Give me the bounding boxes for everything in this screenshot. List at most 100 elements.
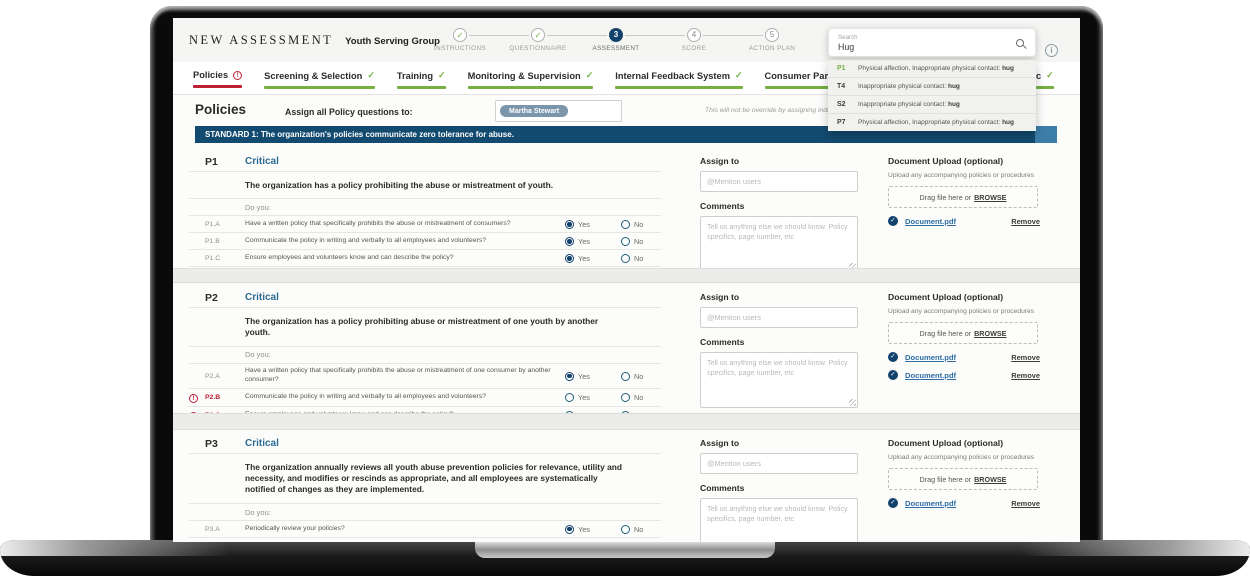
file-check-icon: ✓	[888, 498, 898, 508]
result-term: hug	[947, 83, 960, 90]
file-check-icon: ✓	[888, 352, 898, 362]
yes-label: Yes	[578, 236, 590, 246]
tab-screening-selection[interactable]: Screening & Selection ✓	[264, 70, 375, 89]
remove-link[interactable]: Remove	[1011, 352, 1040, 362]
dropzone[interactable]: Drag file here or BROWSE	[888, 322, 1038, 344]
sub-question-code: P2.A	[205, 372, 220, 380]
assign-all-label: Assign all Policy questions to:	[285, 107, 413, 117]
upload-title: Document Upload (optional)	[888, 156, 1004, 166]
radio-yes[interactable]	[565, 219, 574, 229]
no-label: No	[634, 253, 644, 263]
search-result-item[interactable]: P7 Physical affection, Inappropriate phy…	[828, 113, 1036, 131]
comments-label: Comments	[700, 337, 745, 347]
search-result-item[interactable]: P1 Physical affection, Inappropriate phy…	[828, 60, 1036, 77]
step-score[interactable]: 4 SCORE	[625, 28, 733, 52]
search-icon[interactable]	[1016, 38, 1024, 47]
do-you-label: Do you:	[245, 350, 271, 360]
check-circle-icon: ✓	[531, 28, 545, 42]
document-link[interactable]: Document.pdf	[905, 370, 957, 380]
do-you-label: Do you:	[245, 507, 271, 517]
document-link[interactable]: Document.pdf	[905, 352, 957, 362]
browse-link[interactable]: BROWSE	[974, 192, 1007, 202]
assign-to-label: Assign to	[700, 292, 740, 302]
no-label: No	[634, 371, 644, 381]
mention-input[interactable]	[700, 171, 858, 192]
uploaded-file-row: ✓ Document.pdf Remove	[888, 498, 1040, 508]
yes-label: Yes	[578, 253, 590, 263]
question-left-pane: P3 Critical The organization annually re…	[189, 434, 661, 539]
comments-textarea[interactable]	[700, 216, 858, 272]
tab-underline	[264, 86, 375, 89]
severity-label: Critical	[245, 438, 279, 449]
remove-link[interactable]: Remove	[1011, 216, 1040, 226]
comments-label: Comments	[700, 201, 745, 211]
tab-label: c	[1036, 70, 1042, 81]
comments-textarea[interactable]	[700, 352, 858, 408]
tab-policies[interactable]: Policies !	[193, 70, 243, 88]
radio-no[interactable]	[621, 371, 630, 381]
radio-yes[interactable]	[565, 371, 574, 381]
mention-input[interactable]	[700, 453, 858, 474]
sub-question-row: P1.C Ensure employees and volunteers kno…	[189, 250, 661, 268]
step-instructions[interactable]: ✓ INSTRUCTIONS	[421, 28, 499, 52]
dropzone[interactable]: Drag file here or BROWSE	[888, 468, 1038, 490]
question-statement: The organization has a policy prohibitin…	[245, 179, 554, 190]
file-check-icon: ✓	[888, 370, 898, 380]
search-input[interactable]: Hug	[838, 41, 855, 52]
mention-input[interactable]	[700, 307, 858, 328]
sub-question-code: P3.A	[205, 525, 220, 533]
radio-no[interactable]	[621, 219, 630, 229]
drag-text: Drag file here or	[919, 328, 972, 338]
sub-question-text: Communicate the policy in writing and ve…	[245, 236, 487, 244]
tab-monitoring-supervision[interactable]: Monitoring & Supervision ✓	[467, 70, 594, 89]
yes-label: Yes	[578, 393, 590, 403]
banner-collapse-handle[interactable]	[1035, 126, 1057, 143]
browse-link[interactable]: BROWSE	[974, 328, 1007, 338]
tab-internal-feedback[interactable]: Internal Feedback System ✓	[615, 70, 743, 89]
step-questionnaire[interactable]: ✓ QUESTIONNAIRE	[469, 28, 577, 52]
tab-training[interactable]: Training ✓	[396, 70, 446, 89]
remove-link[interactable]: Remove	[1011, 370, 1040, 380]
radio-yes[interactable]	[565, 236, 574, 246]
tab-underline	[193, 85, 243, 88]
tab-label: Monitoring & Supervision	[467, 70, 581, 81]
uploaded-file-row: ✓ Document.pdf Remove	[888, 370, 1040, 380]
radio-yes[interactable]	[565, 524, 574, 534]
sub-question-text: Communicate the policy in writing and ve…	[245, 393, 487, 401]
comments-textarea[interactable]	[700, 498, 858, 542]
assign-all-input[interactable]: Martha Stewart	[495, 100, 622, 122]
radio-no[interactable]	[621, 236, 630, 246]
result-term: hug	[947, 101, 960, 108]
remove-link[interactable]: Remove	[1011, 498, 1040, 508]
tab-label: Policies	[193, 70, 229, 80]
search-box[interactable]: Search Hug	[828, 28, 1036, 57]
search-result-item[interactable]: T4 Inappropriate physical contact: hug	[828, 77, 1036, 95]
result-text: Physical affection, Inappropriate physic…	[858, 119, 1001, 126]
radio-no[interactable]	[621, 253, 630, 263]
tab-truncated[interactable]: c ✓	[1036, 70, 1054, 89]
radio-no[interactable]	[621, 393, 630, 403]
check-icon: ✓	[734, 70, 743, 80]
assignee-pill[interactable]: Martha Stewart	[500, 105, 569, 117]
step-assessment[interactable]: 3 ASSESSMENT	[547, 28, 655, 52]
dropzone[interactable]: Drag file here or BROWSE	[888, 186, 1038, 208]
resize-grip-icon[interactable]	[849, 263, 856, 270]
document-link[interactable]: Document.pdf	[905, 216, 957, 226]
upload-subtitle: Upload any accompanying policies or proc…	[888, 308, 1035, 315]
upload-pane: Document Upload (optional) Upload any ac…	[888, 156, 1040, 226]
browse-link[interactable]: BROWSE	[974, 474, 1007, 484]
tab-underline	[396, 86, 446, 89]
radio-yes[interactable]	[565, 253, 574, 263]
resize-grip-icon[interactable]	[849, 399, 856, 406]
yes-label: Yes	[578, 524, 590, 534]
step-label: QUESTIONNAIRE	[509, 45, 567, 52]
step-action-plan[interactable]: 5 ACTION PLAN	[703, 28, 811, 52]
search-result-item[interactable]: S2 Inappropriate physical contact: hug	[828, 95, 1036, 113]
radio-yes[interactable]	[565, 393, 574, 403]
document-link[interactable]: Document.pdf	[905, 498, 957, 508]
sub-question-code: P1.A	[205, 220, 220, 228]
info-icon[interactable]: i	[1045, 44, 1058, 57]
radio-no[interactable]	[621, 524, 630, 534]
question-left-pane: P1 Critical The organization has a polic…	[189, 152, 661, 281]
